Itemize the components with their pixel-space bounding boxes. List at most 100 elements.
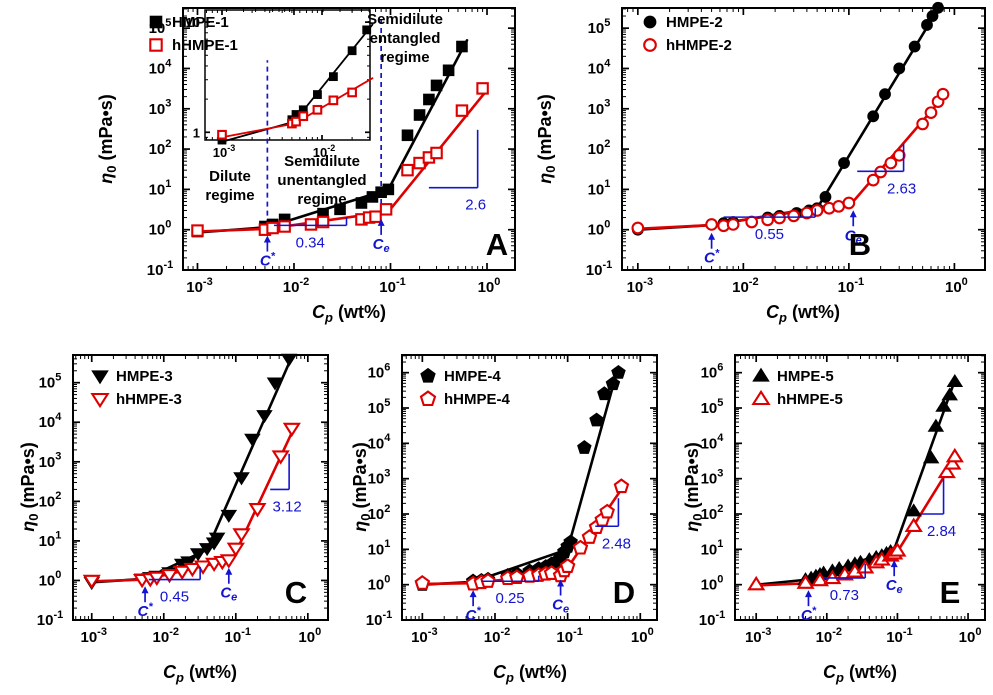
legend-entry-HMPE-5: HMPE-5: [777, 368, 834, 385]
panel-letter-A: A: [486, 227, 508, 262]
x-axis-label: Cp (wt%): [493, 662, 567, 685]
panel-C: 10-3 10-2 10-1 100 10-1 100 101 102 103 104 105 Cp …: [18, 353, 329, 685]
x-axis-label: Cp (wt%): [766, 302, 840, 325]
svg-text:1: 1: [193, 125, 200, 140]
tick-label: 105: [368, 397, 391, 417]
tick-label: 10-3: [213, 143, 235, 160]
slope-value-label: 3.12: [273, 498, 302, 515]
tick-label: 10-1: [225, 626, 251, 646]
tick-label: 10-3: [411, 626, 437, 646]
tick-label: 104: [588, 57, 612, 77]
y-axis-label: η0 (mPa•s): [350, 442, 373, 532]
tick-label: 105: [588, 17, 611, 37]
legend-entry-HMPE-3: HMPE-3: [116, 368, 173, 385]
x-axis-label: Cp (wt%): [163, 662, 237, 685]
legend-entry-hHMPE-3: hHMPE-3: [116, 391, 182, 408]
critical-concentration-label: C*: [801, 605, 817, 624]
panel-B-legend: HMPE-2 hHMPE-2: [643, 14, 732, 54]
tick-label: 101: [39, 530, 62, 550]
tick-label: 101: [149, 178, 172, 198]
panel-A-markers-hHMPE-1: [191, 82, 489, 237]
tick-label: 102: [149, 138, 172, 158]
tick-label: 103: [701, 467, 724, 487]
panel-C-legend: HMPE-3 hHMPE-3: [90, 368, 182, 409]
panel-C-slope-annotations: 0.45 3.12: [148, 453, 302, 606]
legend-entry-hHMPE-2: hHMPE-2: [666, 37, 732, 54]
tick-label: 103: [149, 98, 172, 118]
regime-label: Semidilute: [367, 11, 443, 28]
tick-label: 100: [631, 626, 654, 646]
tick-label: 104: [39, 411, 63, 431]
panel-C-axes: 10-3 10-2 10-1 100 10-1 100 101 102 103 104 105 Cp …: [18, 354, 329, 685]
tick-label: 10-1: [886, 626, 912, 646]
tick-label: 100: [701, 573, 724, 593]
tick-label: 103: [368, 467, 391, 487]
legend-entry-HMPE-1: HMPE-1: [172, 14, 229, 31]
tick-label: 100: [368, 573, 391, 593]
tick-label: 10-1: [147, 259, 173, 279]
panel-letter-B: B: [849, 227, 871, 262]
tick-label: 101: [368, 538, 391, 558]
panel-E-series-HMPE-5: [754, 379, 957, 587]
panel-letter-D: D: [613, 575, 635, 610]
panel-A-regime-labels: Semidilute entangled regime Dilute regime Sem…: [205, 11, 443, 208]
legend-entry-HMPE-4: HMPE-4: [444, 368, 501, 385]
panel-E-slope-annotations: 0.73 2.84: [823, 478, 956, 604]
panel-B-markers-hHMPE-2: [631, 87, 950, 235]
tick-label: 10-3: [80, 626, 106, 646]
y-axis-label: η0 (mPa•s): [18, 442, 41, 532]
panel-C-crit-point: Ce: [220, 567, 237, 604]
tick-label: 105: [39, 371, 62, 391]
tick-label: 10-2: [816, 626, 842, 646]
tick-label: 100: [478, 276, 501, 296]
panel-C-crit-point: C*: [137, 586, 153, 620]
tick-label: 103: [588, 98, 611, 118]
tick-label: 102: [39, 490, 62, 510]
regime-label: regime: [297, 191, 346, 208]
panel-C-markers-hHMPE-3: [82, 422, 301, 590]
panel-C-markers-HMPE-3: [83, 353, 298, 591]
slope-value-label: 2.84: [927, 523, 956, 540]
x-axis-label: Cp (wt%): [823, 662, 897, 685]
critical-concentration-label: Ce: [552, 597, 569, 616]
slope-value-label: 0.73: [830, 587, 859, 604]
tick-label: 10-1: [379, 276, 405, 296]
critical-concentration-label: C*: [137, 601, 153, 620]
tick-label: 10-2: [283, 276, 309, 296]
panel-E: 10-3 10-2 10-1 10010-1100101102103104105106…: [682, 354, 986, 685]
panel-B: 10-3 10-2 10-1 100 10-1 100 101 102 103 104 105 Cp …: [535, 1, 986, 325]
tick-label: 10-3: [186, 276, 212, 296]
tick-label: 101: [701, 538, 724, 558]
critical-concentration-label: C*: [260, 251, 276, 270]
legend-entry-hHMPE-4: hHMPE-4: [444, 391, 510, 408]
slope-value-label: 2.6: [465, 197, 486, 214]
panel-D-slope-annotations: 0.25 2.48: [481, 498, 631, 607]
panel-A-axes: 10-3 10-2 10-1 10010-1100101102103104105Cp …: [96, 7, 516, 325]
panel-B-crit-point: C*: [704, 232, 720, 267]
tick-label: 10-1: [37, 609, 63, 629]
tick-label: 103: [39, 451, 62, 471]
tick-label: 10-2: [484, 626, 510, 646]
panel-letter-C: C: [285, 575, 307, 610]
panel-D-markers-hHMPE-4: [414, 478, 630, 591]
panel-E-axes: 10-3 10-2 10-1 10010-1100101102103104105106…: [682, 354, 986, 685]
critical-concentration-label: Ce: [373, 236, 390, 255]
tick-label: 10-1: [366, 609, 392, 629]
panel-D: 10-3 10-2 10-1 10010-1100101102103104105106…: [350, 354, 658, 685]
slope-value-label: 0.45: [160, 589, 189, 606]
tick-label: 101: [588, 178, 611, 198]
regime-label: Semidilute: [284, 153, 360, 170]
tick-label: 10-2: [732, 276, 758, 296]
slope-value-label: 2.48: [602, 535, 631, 552]
regime-label: regime: [205, 187, 254, 204]
tick-label: 100: [588, 218, 611, 238]
panel-E-markers-hHMPE-5: [747, 447, 964, 591]
slope-value-label: 2.63: [887, 180, 916, 197]
tick-label: 10-1: [838, 276, 864, 296]
panel-D-crit-point: Ce: [552, 579, 569, 616]
panel-B-axes: 10-3 10-2 10-1 100 10-1 100 101 102 103 104 105 Cp …: [535, 7, 986, 325]
tick-label: 100: [149, 218, 172, 238]
critical-concentration-label: C*: [704, 248, 720, 267]
